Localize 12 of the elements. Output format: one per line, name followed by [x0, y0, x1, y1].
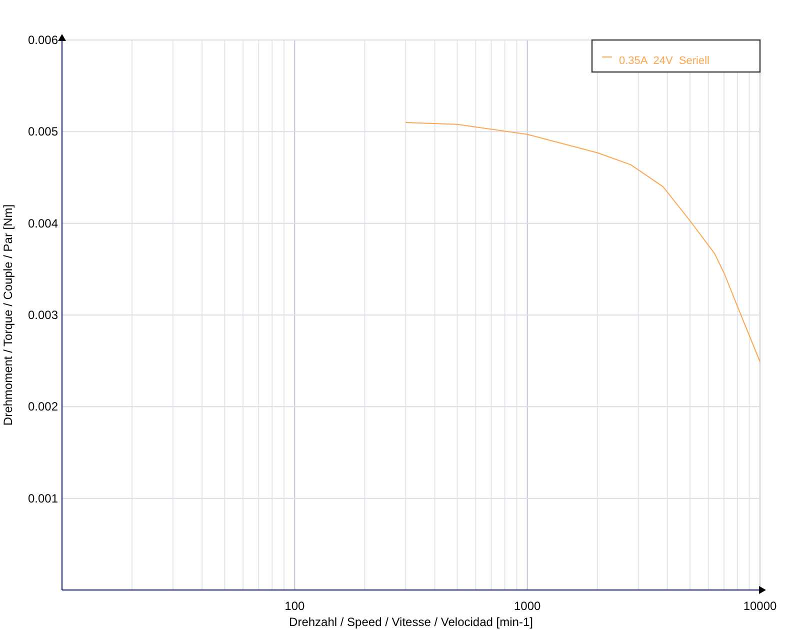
y-axis-title: Drehmoment / Torque / Couple / Par [Nm] [1, 204, 15, 426]
y-tick-label: 0.004 [28, 216, 58, 230]
y-tick-label: 0.003 [28, 308, 58, 322]
y-tick-label: 0.001 [28, 491, 58, 506]
x-axis-title: Drehzahl / Speed / Vitesse / Velocidad [min-1] [289, 615, 533, 629]
y-tick-label: 0.006 [28, 33, 58, 47]
x-tick-label: 1000 [514, 599, 542, 613]
legend-label: 0.35A 24V Seriell [619, 55, 710, 67]
y-tick-label: 0.002 [28, 400, 58, 414]
y-tick-label: 0.005 [28, 124, 58, 139]
x-tick-label: 100 [284, 599, 305, 613]
x-tick-label: 10000 [743, 599, 778, 613]
